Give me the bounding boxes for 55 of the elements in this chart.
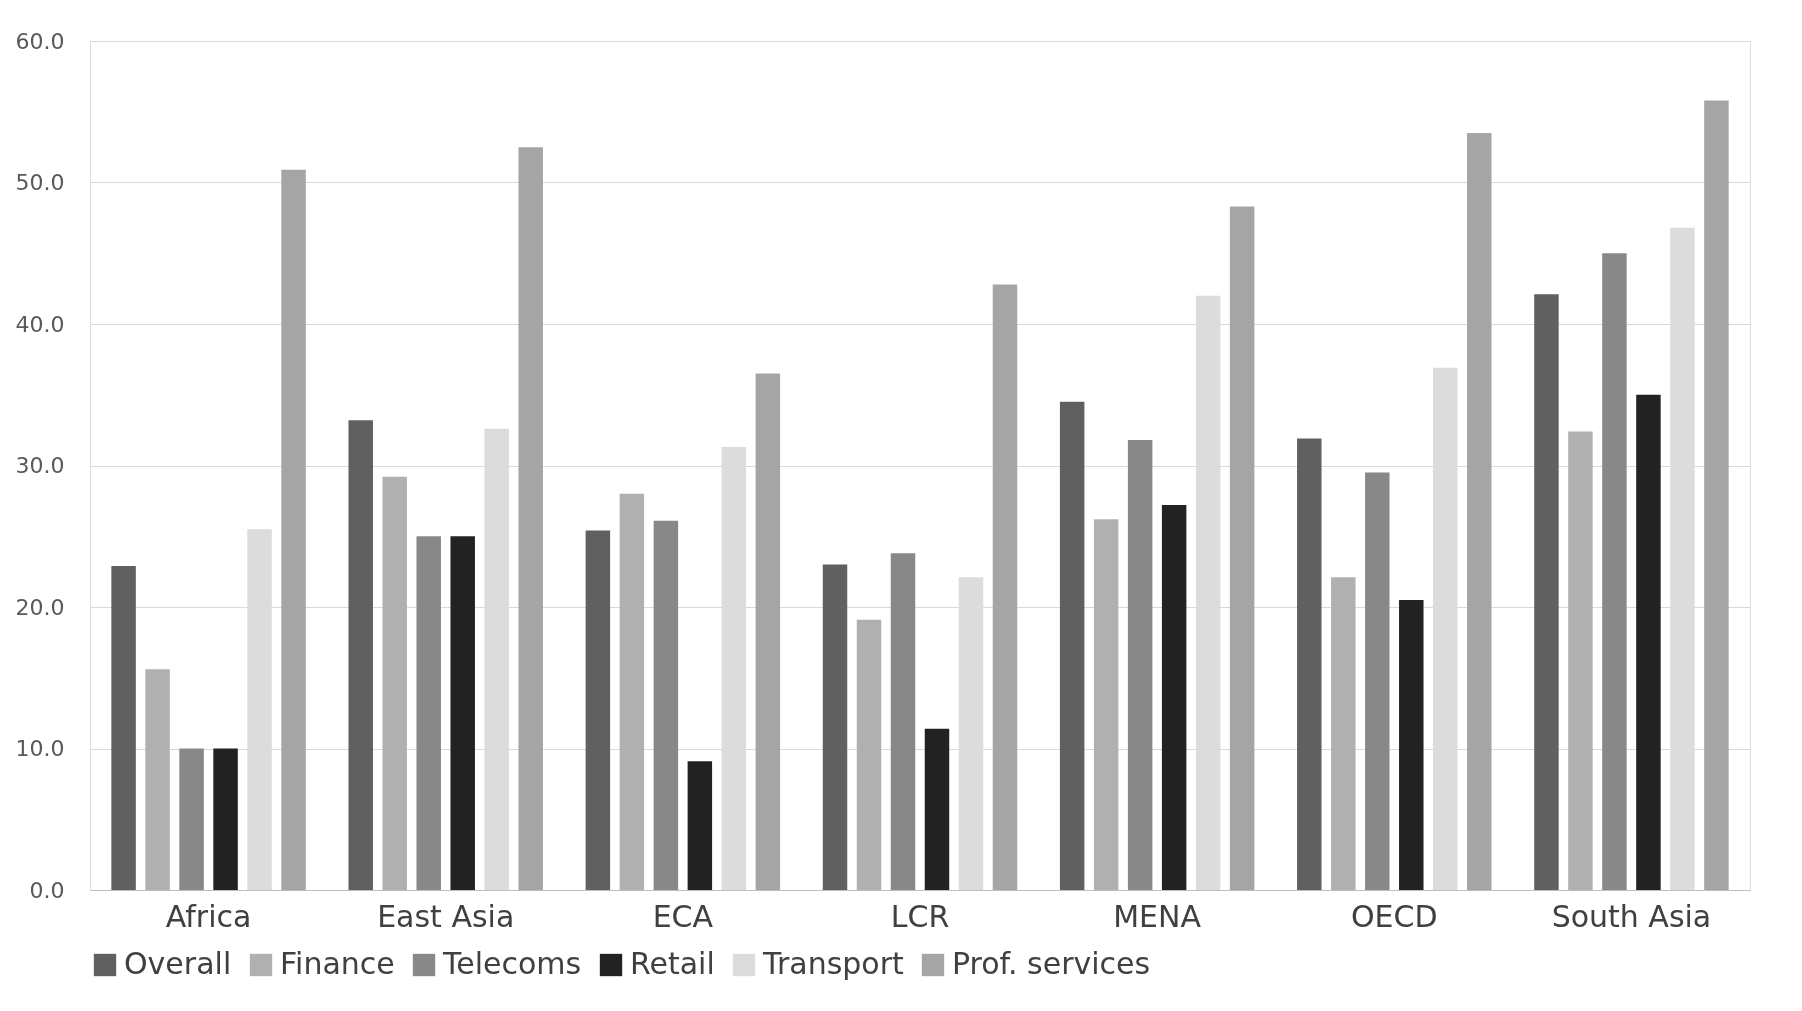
y-tick-label: 60.0	[15, 28, 65, 54]
bar	[755, 373, 781, 890]
legend-label: Finance	[280, 946, 395, 981]
x-tick-label: South Asia	[1551, 898, 1712, 934]
bar	[1331, 577, 1356, 890]
bar	[1059, 401, 1085, 890]
legend-label: Prof. services	[952, 946, 1151, 981]
y-tick-label: 20.0	[15, 594, 65, 620]
bar	[1297, 438, 1322, 890]
bar	[1636, 394, 1661, 890]
x-tick-label: Africa	[165, 898, 252, 934]
bar	[518, 147, 543, 890]
bar	[1093, 519, 1119, 890]
bar	[1467, 132, 1492, 890]
x-tick-label: East Asia	[377, 898, 515, 934]
bar	[1704, 100, 1729, 890]
bar	[450, 536, 475, 890]
bar	[382, 476, 407, 890]
bar	[619, 493, 645, 890]
bar	[653, 520, 679, 890]
bar	[1127, 440, 1153, 890]
legend-label: Telecoms	[442, 946, 582, 981]
bar	[1602, 253, 1627, 890]
bar	[890, 553, 916, 890]
bar	[992, 284, 1018, 890]
y-tick-label: 0.0	[29, 877, 65, 903]
bar	[822, 564, 848, 890]
bar	[1568, 431, 1593, 890]
bar	[348, 420, 373, 890]
bar	[213, 748, 238, 890]
bar	[1534, 294, 1559, 890]
y-tick-label: 30.0	[15, 453, 65, 478]
bar	[924, 728, 950, 890]
bar	[1161, 505, 1187, 890]
bar	[179, 748, 204, 890]
bar	[416, 536, 441, 890]
bar	[687, 761, 713, 890]
y-tick-label: 50.0	[15, 170, 65, 195]
bar	[1229, 206, 1255, 890]
bar	[856, 619, 882, 890]
x-tick-label: MENA	[1113, 898, 1202, 934]
bar	[1365, 472, 1390, 890]
bar	[111, 565, 136, 890]
legend-label: Retail	[630, 946, 715, 981]
y-tick-label: 40.0	[15, 311, 65, 337]
legend-label: Transport	[762, 946, 905, 981]
x-tick-label: OECD	[1350, 898, 1438, 934]
bar	[585, 530, 611, 890]
bar	[1399, 599, 1424, 890]
bar	[281, 169, 306, 890]
y-tick-label: 10.0	[15, 736, 65, 761]
legend-label: Overall	[124, 946, 232, 981]
x-tick-label: LCR	[890, 898, 950, 934]
bar	[145, 669, 170, 890]
x-tick-label: ECA	[652, 898, 714, 934]
